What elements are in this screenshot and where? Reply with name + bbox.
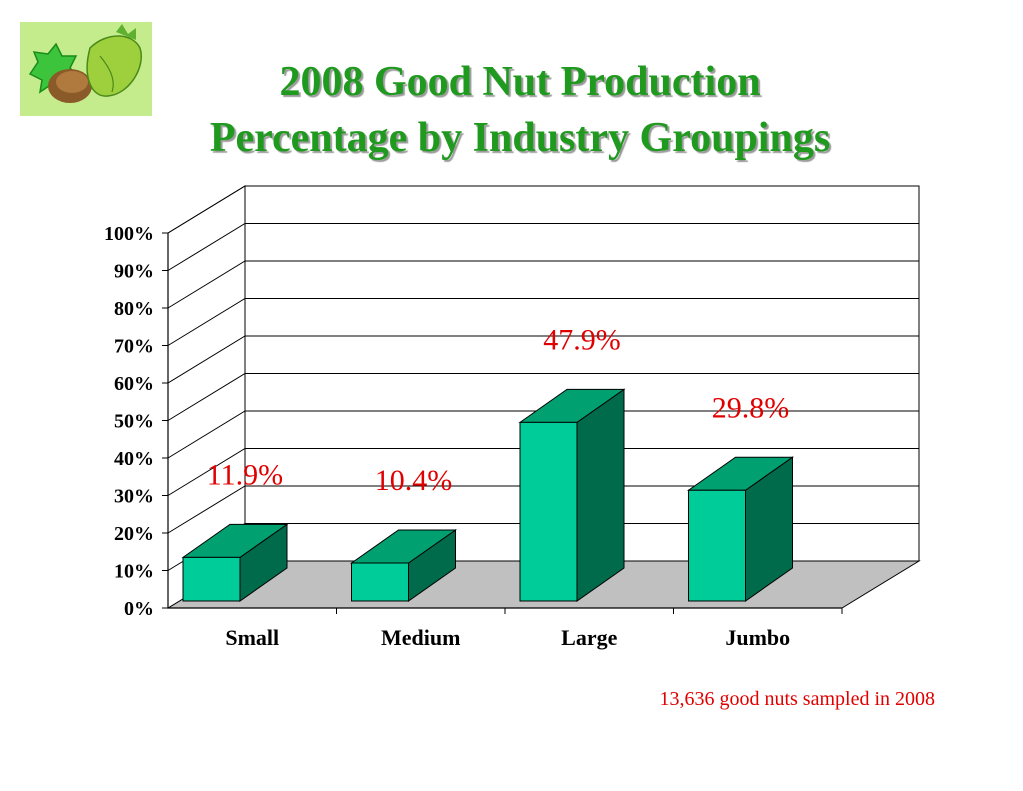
gridline	[167, 335, 919, 384]
bar-side	[576, 388, 625, 602]
chart-labels: Small 11.9% Medium 10.4% Large 47.9% Jumbo 29.8…	[207, 323, 790, 650]
x-tick-label: Small	[225, 625, 279, 650]
logo	[20, 22, 152, 116]
page-title: 2008 Good Nut Production Percentage by I…	[120, 54, 920, 166]
y-tick-label: 90%	[114, 261, 154, 283]
gridline	[167, 448, 919, 496]
gridline	[167, 223, 919, 271]
data-label: 10.4%	[375, 464, 453, 497]
y-tick-label: 80%	[114, 298, 154, 320]
gridline	[167, 410, 919, 459]
x-tick-label: Large	[561, 625, 617, 650]
y-tick-label: 20%	[114, 523, 154, 545]
x-tick-label: Medium	[381, 625, 460, 650]
gridline	[167, 260, 919, 309]
title-line-1: 2008 Good Nut Production	[279, 59, 761, 105]
y-tick-label: 60%	[114, 373, 154, 395]
y-tick-label: 0%	[124, 598, 154, 620]
y-tick-label: 70%	[114, 336, 154, 358]
bar-small	[181, 523, 289, 602]
y-tick-label: 30%	[114, 486, 154, 508]
chart-bars	[181, 388, 795, 602]
title-line-2: Percentage by Industry Groupings	[209, 115, 831, 161]
gridline	[167, 373, 919, 421]
bar-front	[519, 421, 578, 602]
y-tick-label: 100%	[104, 223, 154, 245]
bar-front	[351, 562, 409, 602]
y-tick-label: 40%	[114, 448, 154, 470]
x-tick-label: Jumbo	[725, 625, 790, 650]
chart-axes: 0% 10% 20% 30% 40% 50% 60% 70% 80% 90% 100%	[104, 223, 843, 620]
hazelnut-icon	[28, 24, 142, 103]
y-tick-label: 50%	[114, 411, 154, 433]
data-label: 29.8%	[712, 391, 790, 424]
data-label: 11.9%	[207, 458, 283, 491]
data-label: 47.9%	[543, 323, 621, 356]
chart-gridlines	[167, 185, 919, 571]
bar-front	[688, 489, 746, 602]
y-tick-label: 10%	[114, 561, 154, 583]
bar-jumbo	[686, 456, 795, 602]
sample-note: 13,636 good nuts sampled in 2008	[659, 688, 935, 710]
bar-medium	[349, 529, 458, 602]
gridline	[167, 298, 919, 346]
bar-front	[182, 556, 241, 602]
bar-large	[518, 388, 626, 602]
gridline	[167, 185, 919, 234]
